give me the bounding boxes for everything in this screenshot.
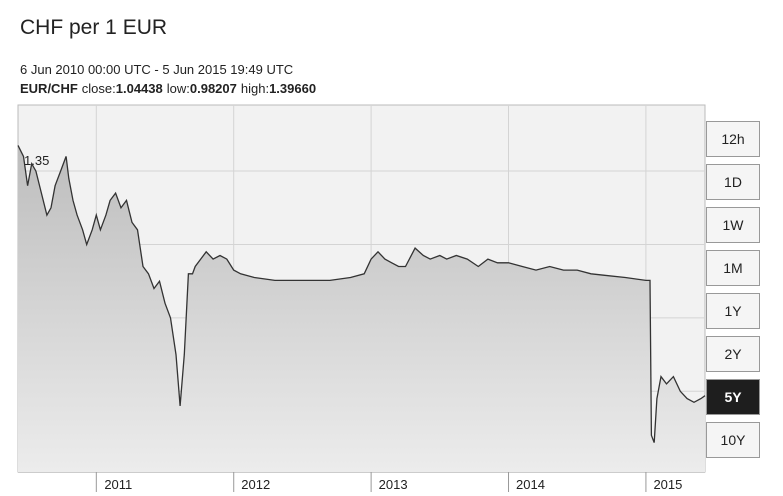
y-tick-label: 1.35: [24, 153, 49, 168]
stat-value: 0.98207: [190, 81, 237, 96]
x-tick-label: 2012: [241, 477, 270, 492]
chart-subtitle: 6 Jun 2010 00:00 UTC - 5 Jun 2015 19:49 …: [20, 62, 293, 77]
range-button[interactable]: 2Y: [706, 336, 760, 372]
area: [18, 145, 705, 472]
range-button[interactable]: 1D: [706, 164, 760, 200]
range-button[interactable]: 12h: [706, 121, 760, 157]
chart: CHF per 1 EUR 6 Jun 2010 00:00 UTC - 5 J…: [17, 16, 706, 492]
range-button[interactable]: 1Y: [706, 293, 760, 329]
x-tick-label: 2011: [104, 477, 132, 492]
stat-label: close:: [82, 81, 116, 96]
range-button[interactable]: 10Y: [706, 422, 760, 458]
line: [17, 145, 706, 443]
stats-line: EUR/CHF close:1.04438 low:0.98207 high:1.39…: [20, 81, 316, 96]
x-tick-label: 2015: [653, 477, 682, 492]
stat-value: 1.39660: [269, 81, 316, 96]
x-tick-label: 2013: [379, 477, 408, 492]
pair: EUR/CHF: [20, 81, 78, 96]
x-tick-label: 2014: [516, 477, 545, 492]
range-button[interactable]: 1W: [706, 207, 760, 243]
range-button[interactable]: 1M: [706, 250, 760, 286]
stat-value: 1.04438: [116, 81, 163, 96]
stat-label: high:: [241, 81, 269, 96]
chart-title: CHF per 1 EUR: [20, 16, 167, 39]
range-button[interactable]: 5Y: [706, 379, 760, 415]
stat-label: low:: [167, 81, 190, 96]
